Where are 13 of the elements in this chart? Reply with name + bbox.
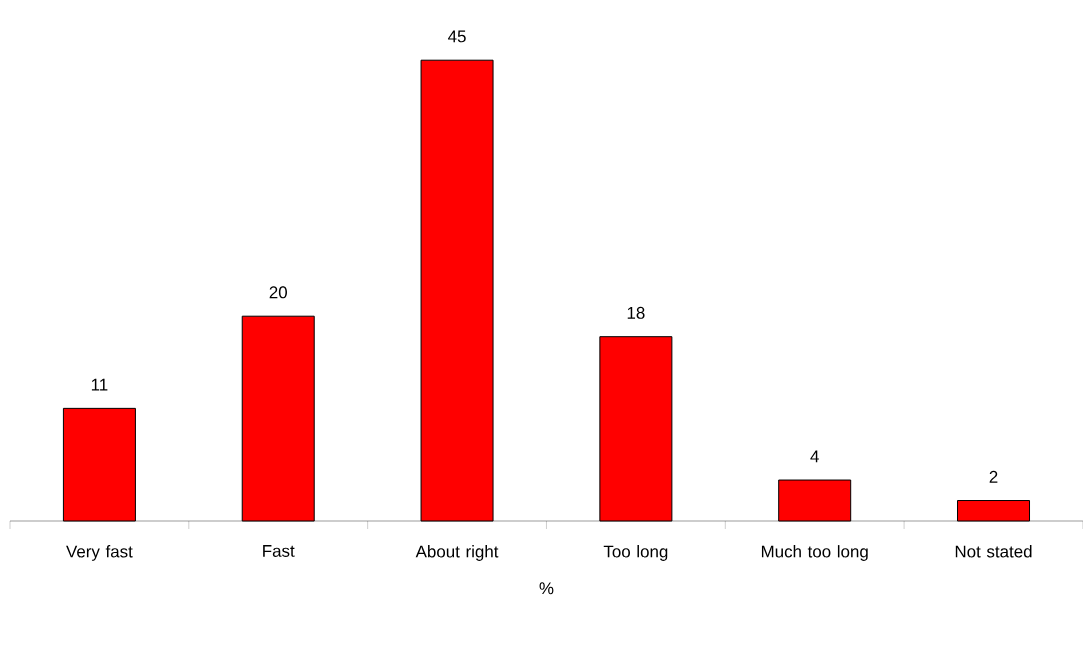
- data-label: 4: [810, 450, 819, 463]
- x-tick-label: Much too long: [761, 545, 868, 561]
- data-label: 45: [448, 30, 466, 43]
- data-label: 11: [91, 378, 108, 391]
- x-tick-label: Very fast: [66, 545, 133, 561]
- x-tick-label: Too long: [603, 545, 668, 561]
- data-label: 2: [989, 470, 998, 483]
- x-tick-label: About right: [415, 545, 499, 561]
- data-label: 20: [269, 286, 287, 299]
- data-label: 18: [627, 306, 645, 319]
- x-tick-label: Not stated: [955, 545, 1032, 558]
- x-axis-title: %: [539, 582, 554, 595]
- x-tick-label: Fast: [263, 545, 295, 557]
